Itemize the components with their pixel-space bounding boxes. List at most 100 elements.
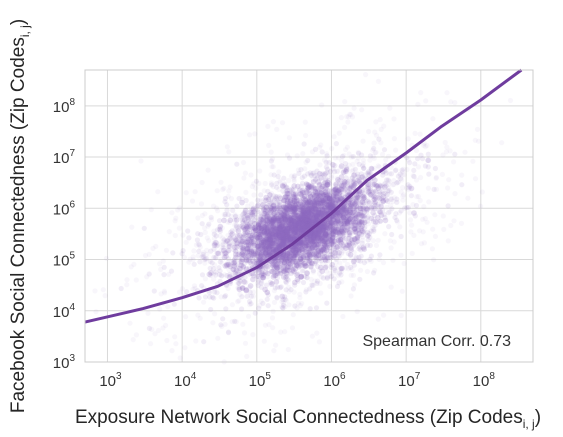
scatter-point <box>326 160 332 166</box>
scatter-point <box>354 158 360 164</box>
scatter-point <box>370 182 376 188</box>
scatter-point <box>274 210 280 216</box>
scatter-point <box>223 306 229 312</box>
scatter-point <box>265 249 272 255</box>
scatter-point <box>322 183 328 189</box>
scatter-point <box>344 165 350 171</box>
scatter-point <box>377 182 383 188</box>
scatter-point <box>247 259 253 266</box>
scatter-point <box>270 202 277 209</box>
scatter-point <box>222 213 228 219</box>
scatter-point <box>371 197 377 203</box>
scatter-point <box>333 224 339 230</box>
scatter-point <box>255 282 261 289</box>
scatter-point <box>233 269 239 275</box>
scatter-point <box>324 200 330 206</box>
scatter-point <box>228 232 234 238</box>
scatter-point <box>271 273 277 279</box>
scatter-point <box>285 213 292 219</box>
scatter-point <box>282 329 288 335</box>
scatter-point <box>339 266 345 272</box>
scatter-point <box>355 257 361 264</box>
scatter-point <box>304 200 311 206</box>
scatter-point <box>335 240 341 246</box>
scatter-point <box>265 123 271 129</box>
scatter-point <box>316 232 322 238</box>
scatter-point <box>280 305 286 311</box>
scatter-point <box>322 171 328 177</box>
scatter-point <box>339 249 345 256</box>
scatter-point <box>292 229 298 235</box>
scatter-point <box>348 213 354 219</box>
scatter-point <box>335 211 341 217</box>
scatter-point <box>360 205 366 211</box>
scatter-point <box>271 210 277 217</box>
scatter-point <box>203 256 210 262</box>
scatter-point <box>266 203 272 209</box>
scatter-point <box>228 273 234 279</box>
scatter-point <box>305 249 311 256</box>
scatter-point <box>344 209 350 215</box>
scatter-point <box>293 244 300 250</box>
scatter-point <box>360 223 366 230</box>
scatter-point <box>202 256 208 262</box>
scatter-point <box>279 204 285 210</box>
scatter-point <box>365 198 371 204</box>
scatter-point <box>256 244 262 250</box>
scatter-point <box>223 238 229 244</box>
scatter-point <box>385 188 391 194</box>
scatter-point <box>291 263 297 269</box>
scatter-point <box>313 197 319 203</box>
scatter-point <box>366 128 372 135</box>
scatter-point <box>377 208 383 215</box>
scatter-point <box>285 271 291 278</box>
scatter-point <box>274 226 280 232</box>
scatter-point <box>274 201 280 207</box>
scatter-point <box>311 206 317 212</box>
scatter-point <box>302 225 308 231</box>
scatter-point <box>286 216 293 222</box>
scatter-point <box>357 220 363 226</box>
scatter-point <box>314 280 320 286</box>
scatter-point <box>368 188 374 194</box>
scatter-point <box>261 271 267 277</box>
scatter-point <box>287 212 293 218</box>
scatter-point <box>324 151 330 157</box>
scatter-point <box>274 194 280 200</box>
scatter-point <box>423 98 429 104</box>
scatter-point <box>338 216 344 222</box>
scatter-point <box>296 204 302 210</box>
scatter-point <box>371 145 377 152</box>
scatter-point <box>292 202 299 209</box>
scatter-point <box>329 146 335 152</box>
scatter-point <box>356 230 362 236</box>
scatter-point <box>232 244 238 251</box>
scatter-point <box>234 217 240 223</box>
scatter-point <box>260 205 266 211</box>
scatter-point <box>400 185 406 191</box>
scatter-point <box>336 250 343 256</box>
scatter-point <box>301 141 307 147</box>
scatter-point <box>300 257 306 263</box>
scatter-point <box>452 100 458 106</box>
scatter-point <box>345 184 351 190</box>
scatter-point <box>317 267 323 273</box>
scatter-point <box>400 166 406 172</box>
scatter-point <box>144 274 150 280</box>
scatter-point <box>187 256 193 262</box>
scatter-point <box>302 225 309 231</box>
scatter-point <box>338 220 344 226</box>
scatter-point <box>352 201 358 207</box>
scatter-point <box>338 218 344 224</box>
scatter-point <box>228 229 234 235</box>
scatter-point <box>311 247 317 253</box>
scatter-point <box>232 226 238 232</box>
scatter-point <box>375 78 381 84</box>
scatter-point <box>326 173 332 179</box>
scatter-point <box>406 185 412 191</box>
scatter-point <box>313 244 320 250</box>
scatter-point <box>218 273 224 279</box>
scatter-point <box>314 202 320 208</box>
y-axis-title: Facebook Social Connectedness (Zip Codes… <box>8 19 32 413</box>
scatter-point <box>299 175 305 181</box>
